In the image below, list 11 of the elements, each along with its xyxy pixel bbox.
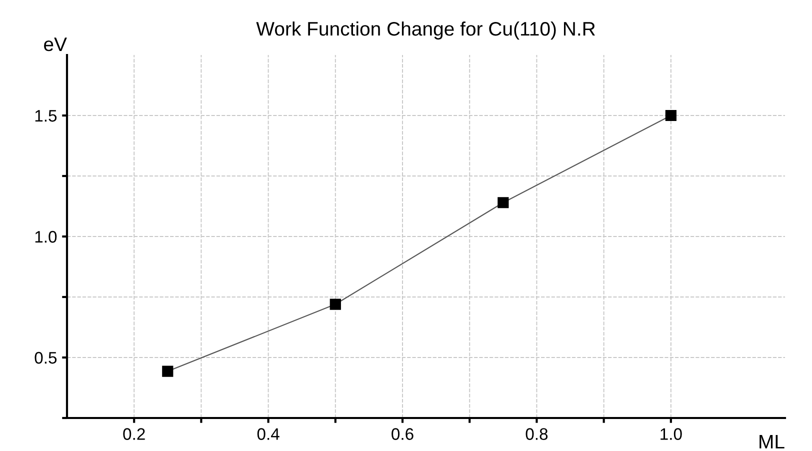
x-tick-label: 0.4 [257,428,280,440]
chart-title: Work Function Change for Cu(110) N.R [256,21,595,40]
y-tick-label: 1.0 [35,230,57,243]
x-tick-label: 0.2 [123,428,145,440]
y-axis-title: eV [44,38,67,52]
y-tick-label: 1.5 [35,110,57,122]
x-axis-title: ML [760,435,784,448]
x-tick-label: 0.6 [392,428,414,440]
x-tick-label: 0.8 [526,428,548,440]
x-tick-label: 1.0 [660,428,682,440]
y-tick-label: 0.5 [34,352,57,364]
